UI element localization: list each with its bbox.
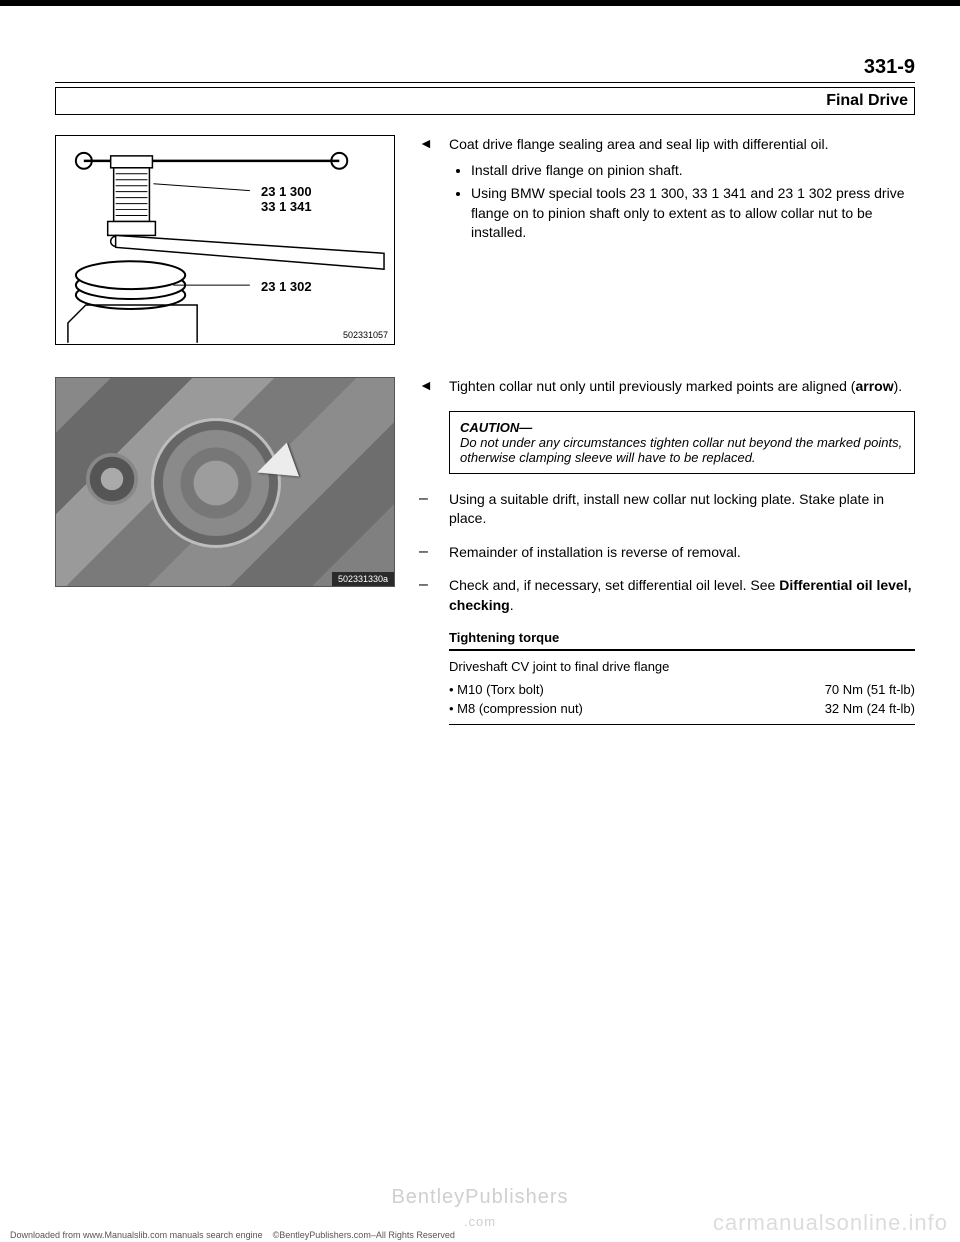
step-tighten-a: Tighten collar nut only until previously… [449, 378, 855, 394]
footer-watermark-text: BentleyPublishers [391, 1186, 568, 1208]
figure1-label-bottom-text: 23 1 302 [261, 279, 312, 294]
figure2-refnum: 502331330a [332, 572, 394, 586]
caution-title: CAUTION— [460, 420, 904, 435]
step-coat-block: Coat drive flange sealing area and seal … [419, 135, 915, 361]
footer-copyright: ©BentleyPublishers.com–All Rights Reserv… [273, 1230, 455, 1240]
caution-box: CAUTION— Do not under any circumstances … [449, 411, 915, 474]
step-remainder: Remainder of installation is reverse of … [419, 543, 915, 563]
step-check: Check and, if necessary, set differentia… [419, 576, 915, 615]
torque-rule-bottom [449, 724, 915, 725]
dash-marker-icon [419, 543, 437, 563]
step-drift: Using a suitable drift, install new coll… [419, 490, 915, 529]
triangle-marker-icon [419, 377, 437, 397]
page-number: 331-9 [55, 56, 915, 83]
page-number-text: 331-9 [864, 56, 915, 78]
figure1-drawing [56, 136, 394, 345]
step-tighten-text: Tighten collar nut only until previously… [449, 377, 902, 397]
row-2: 502331330a Tighten collar nut only until… [55, 377, 915, 725]
figure1-tool-label-top: 23 1 300 33 1 341 [261, 184, 312, 214]
step-check-text: Check and, if necessary, set differentia… [449, 576, 915, 615]
step-coat: Coat drive flange sealing area and seal … [419, 135, 915, 247]
figure1-container: 23 1 300 33 1 341 23 1 302 502331057 [55, 135, 395, 361]
torque-rule-top [449, 649, 915, 651]
figure2-container: 502331330a [55, 377, 395, 725]
torque-sub: Driveshaft CV joint to final drive flang… [449, 659, 915, 674]
step-tighten-b: arrow [855, 378, 893, 394]
torque-row-2: M8 (compression nut) 32 Nm (24 ft-lb) [449, 701, 915, 716]
step-coat-sub1: Install drive flange on pinion shaft. [471, 161, 915, 181]
figure2-bolt-detail [86, 453, 138, 505]
torque-row2-val: 32 Nm (24 ft-lb) [825, 701, 915, 716]
figure1-refnum: 502331057 [343, 330, 388, 340]
torque-section: Tightening torque Driveshaft CV joint to… [449, 630, 915, 725]
row-1: 23 1 300 33 1 341 23 1 302 502331057 Coa… [55, 135, 915, 361]
torque-heading: Tightening torque [449, 630, 915, 645]
triangle-marker-icon [419, 135, 437, 247]
figure1-label-top-line1: 23 1 300 [261, 184, 312, 199]
right-steps: Tighten collar nut only until previously… [419, 377, 915, 725]
step-coat-sub2: Using BMW special tools 23 1 300, 33 1 3… [471, 184, 915, 243]
section-title: Final Drive [826, 92, 908, 109]
figure2-photo: 502331330a [55, 377, 395, 587]
torque-row-1: M10 (Torx bolt) 70 Nm (51 ft-lb) [449, 682, 915, 697]
figure1-tool-label-bottom: 23 1 302 [261, 279, 312, 294]
footer-dl-text: Downloaded from www.Manualslib.com manua… [10, 1230, 263, 1240]
step-coat-text: Coat drive flange sealing area and seal … [449, 136, 829, 152]
step-remainder-text: Remainder of installation is reverse of … [449, 543, 741, 563]
step-coat-text-wrap: Coat drive flange sealing area and seal … [449, 135, 915, 247]
torque-row1-val: 70 Nm (51 ft-lb) [825, 682, 915, 697]
step-drift-text: Using a suitable drift, install new coll… [449, 490, 915, 529]
torque-row1-label: M10 (Torx bolt) [449, 682, 544, 697]
step-coat-sublist: Install drive flange on pinion shaft. Us… [449, 161, 915, 243]
dash-marker-icon [419, 490, 437, 529]
caution-body: Do not under any circumstances tighten c… [460, 435, 904, 465]
page-content: 331-9 Final Drive [0, 6, 960, 745]
step-tighten: Tighten collar nut only until previously… [419, 377, 915, 397]
footer-right-watermark: carmanualsonline.info [713, 1210, 948, 1236]
figure1: 23 1 300 33 1 341 23 1 302 502331057 [55, 135, 395, 345]
page-number-rule [55, 82, 915, 83]
footer-watermark-sub: .com [464, 1214, 496, 1229]
step-check-c: . [510, 597, 514, 613]
figure1-label-top-line2: 33 1 341 [261, 199, 312, 214]
torque-row2-label: M8 (compression nut) [449, 701, 583, 716]
step-tighten-c: ). [894, 378, 903, 394]
step-check-a: Check and, if necessary, set differentia… [449, 577, 779, 593]
footer-download-note: Downloaded from www.Manualslib.com manua… [10, 1230, 455, 1240]
section-title-box: Final Drive [55, 87, 915, 115]
dash-marker-icon [419, 576, 437, 615]
